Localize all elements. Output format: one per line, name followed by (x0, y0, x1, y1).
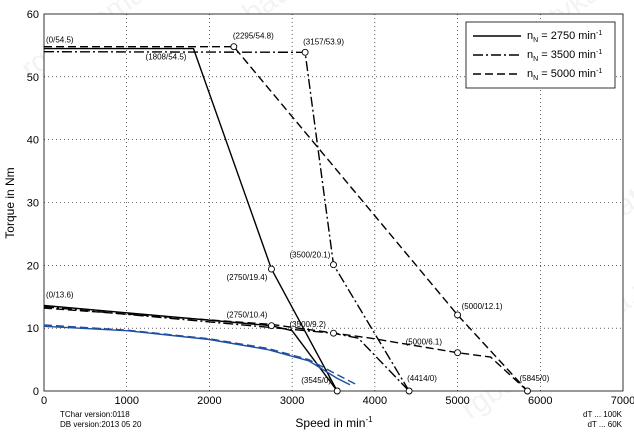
y-tick-label: 50 (27, 72, 39, 84)
point-annotation: (5000/6.1) (406, 338, 443, 347)
series-lines (43, 46, 529, 392)
legend-box (465, 21, 616, 89)
point-annotation: (1808/54.5) (146, 53, 187, 62)
legend: nN = 2750 min-1 nN = 3500 min-1 nN = 500… (465, 21, 616, 89)
x-axis-label: Speed in min-1 (295, 415, 373, 430)
point-annotation: (5845/0) (519, 374, 549, 383)
point-annotation: (3500/20.1) (290, 251, 331, 260)
point-marker (330, 329, 337, 337)
point-marker (268, 322, 275, 330)
legend-entry-1: nN = 2750 min-1 (527, 30, 602, 44)
x-tick-label: 3000 (280, 395, 304, 407)
y-tick-label: 10 (27, 323, 39, 335)
y-axis-label: Torque in Nm (3, 167, 17, 238)
y-tick-label: 20 (27, 260, 39, 272)
point-annotation: (0/54.5) (46, 36, 74, 45)
point-marker (454, 311, 462, 319)
db-version: DB version:2013 05 20 (60, 420, 142, 429)
x-tick-label: 0 (41, 395, 47, 407)
point-annotations: (0/54.5) (1808/54.5) (2295/54.8) (3157/53.9… (46, 32, 550, 385)
grid (44, 14, 623, 391)
x-tick-label: 2000 (197, 395, 221, 407)
point-annotation: (4414/0) (407, 374, 437, 383)
point-annotation: (5000/12.1) (462, 302, 503, 311)
series-line-dashdot-4 (43, 306, 410, 392)
point-marker (230, 43, 238, 51)
point-marker (454, 349, 462, 357)
tchar-version: TChar version:0118 (60, 410, 130, 419)
point-annotation: (3157/53.9) (303, 37, 344, 46)
x-tick-label: 1000 (114, 395, 138, 407)
y-tick-label: 30 (27, 198, 39, 210)
x-tick-label: 5000 (445, 395, 469, 407)
series-line-dashdot-3 (43, 51, 410, 392)
tick-labels: 0 1000 2000 3000 4000 5000 6000 7000 0 10 20 30 40 50… (27, 9, 634, 407)
point-annotation: (2295/54.8) (233, 32, 274, 41)
y-tick-label: 40 (27, 135, 39, 147)
point-marker (268, 265, 275, 273)
series-line-dashed-5 (44, 46, 529, 392)
point-annotation: (3545/0) (301, 376, 331, 385)
point-annotation: (0/13.6) (46, 291, 74, 300)
x-tick-label: 7000 (611, 395, 634, 407)
y-tick-label: 60 (27, 9, 39, 21)
legend-entry-2: nN = 3500 min-1 (527, 49, 602, 63)
y-tick-label: 0 (33, 386, 39, 398)
point-annotation: (3500/9.2) (290, 320, 327, 329)
point-marker (301, 48, 309, 56)
point-markers (230, 43, 531, 395)
series-line-solid-7 (43, 325, 351, 386)
x-tick-label: 6000 (528, 395, 552, 407)
point-marker (405, 387, 413, 395)
dt-60k-label: dT ... 60K (587, 420, 622, 429)
dt-100k-label: dT ... 100K (583, 410, 623, 419)
legend-entry-3: nN = 5000 min-1 (527, 68, 602, 82)
point-marker (333, 387, 341, 395)
x-tick-label: 4000 (363, 395, 387, 407)
point-marker (330, 261, 337, 269)
point-marker (524, 387, 531, 395)
point-annotation: (2750/19.4) (226, 273, 267, 282)
series-line-dashed-6 (43, 307, 528, 392)
point-annotation: (2750/10.4) (226, 311, 267, 320)
